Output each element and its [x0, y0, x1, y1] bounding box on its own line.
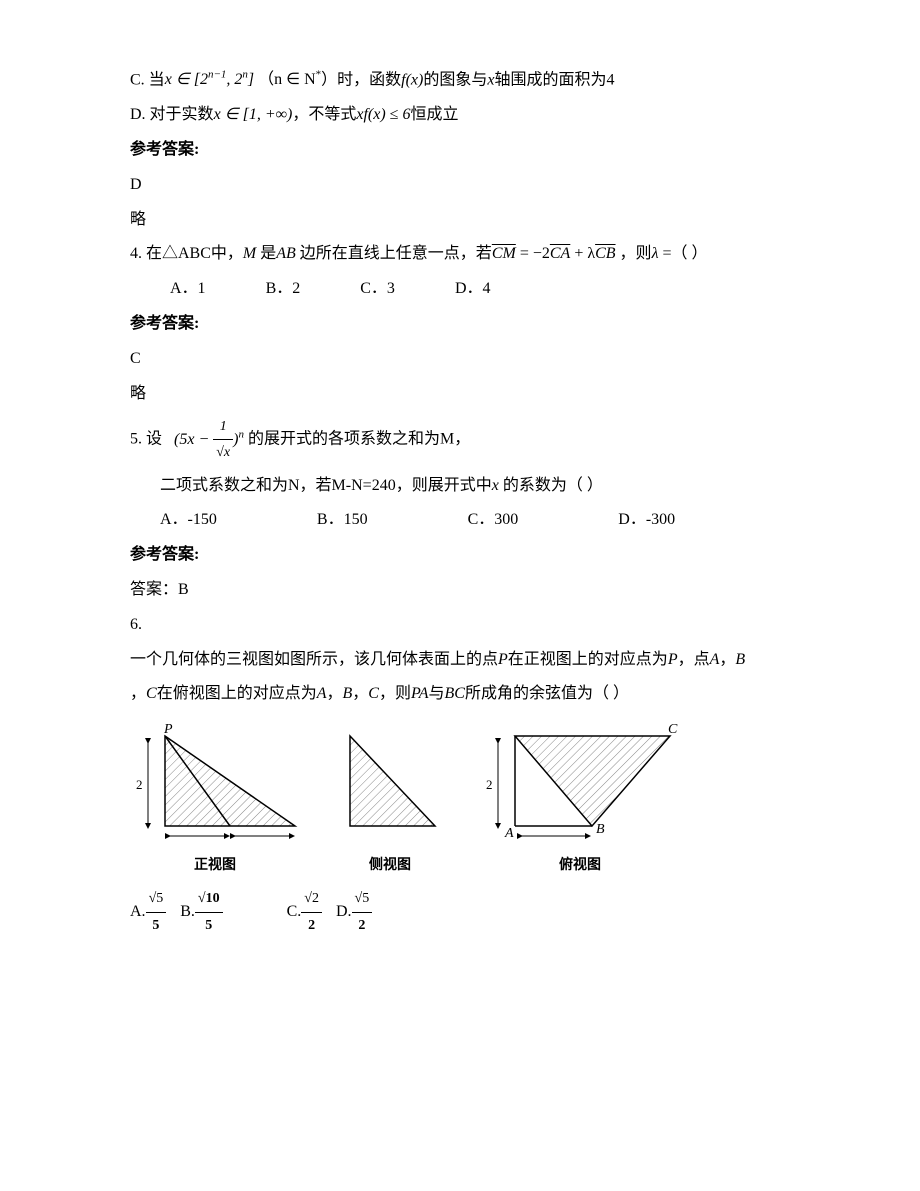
- M: M: [243, 245, 256, 262]
- front-view-diagram: P 2 正视图: [130, 721, 300, 878]
- front-caption: 正视图: [130, 853, 300, 878]
- label-a-svg: A: [504, 826, 514, 841]
- answer-brief: 略: [130, 206, 820, 235]
- vec-cb: CB: [595, 245, 615, 262]
- q5-option-b: B．150: [317, 506, 368, 535]
- q4-number: 4.: [130, 245, 142, 262]
- prev-option-d: D. 对于实数x ∈ [1, +∞)，不等式xf(x) ≤ 6恒成立: [130, 101, 820, 130]
- text: ）时，函数: [321, 71, 401, 88]
- q6-options: A. √55 B. √105 C. √22 D. √52: [130, 886, 820, 937]
- AB: AB: [276, 245, 296, 262]
- dim-v2-svg: 2: [486, 777, 493, 792]
- q6-option-d: D. √52: [336, 886, 372, 937]
- text: 的展开式的各项系数之和为M，: [248, 431, 470, 448]
- q4-option-c: C．3: [360, 275, 395, 304]
- side-view-diagram: 侧视图: [340, 721, 440, 878]
- dim-v-svg: 2: [136, 777, 143, 792]
- q4-body: 4. 在△ABC中，M 是AB 边所在直线上任意一点，若CM = −2CA + …: [130, 240, 820, 269]
- q5-option-d: D．-300: [618, 506, 675, 535]
- vec-cm: CM: [492, 245, 516, 262]
- q5-line2: 二项式系数之和为N，若M-N=240，则展开式中x 的系数为（ ）: [130, 472, 820, 501]
- text: D. 对于实数: [130, 106, 214, 123]
- answer-value: 答案：B: [130, 576, 820, 605]
- x-var: x: [492, 477, 499, 494]
- top-view-diagram: C A B 2 俯视图: [480, 721, 680, 878]
- q6-body-line1: 一个几何体的三视图如图所示，该几何体表面上的点P在正视图上的对应点为P，点A，B: [130, 646, 820, 675]
- q4-option-a: A．1: [170, 275, 206, 304]
- text: （n ∈ N*: [258, 71, 321, 88]
- text: 轴围成的面积为: [494, 71, 606, 88]
- q5-line1: 5. 设 (5x − 1√x)n 的展开式的各项系数之和为M，: [130, 414, 820, 465]
- q5-number: 5. 设: [130, 431, 162, 448]
- answer-brief: 略: [130, 380, 820, 409]
- label-b-svg: B: [596, 822, 605, 837]
- answer-label: 参考答案:: [130, 541, 820, 570]
- q6-option-b: B. √105: [180, 886, 222, 937]
- q5-option-a: A．-150: [160, 506, 217, 535]
- q5-options: A．-150 B．150 C．300 D．-300: [130, 506, 820, 535]
- answer-value: D: [130, 171, 820, 200]
- text: C. 当: [130, 71, 165, 88]
- lambda: λ: [652, 245, 659, 262]
- q5-option-c: C．300: [468, 506, 519, 535]
- text: 在△ABC中，: [142, 245, 243, 262]
- ineq: xf(x) ≤ 6: [356, 106, 410, 123]
- cond: x ∈ [1, +∞): [214, 106, 293, 123]
- side-caption: 侧视图: [340, 853, 440, 878]
- text: 恒成立: [410, 106, 458, 123]
- text: ，不等式: [292, 106, 356, 123]
- q4-options: A．1 B．2 C．3 D．4: [130, 275, 820, 304]
- fx: f(x): [401, 71, 423, 88]
- q6-option-c: C. √22: [287, 886, 322, 937]
- answer-value: C: [130, 345, 820, 374]
- answer-label: 参考答案:: [130, 310, 820, 339]
- val: 4: [606, 71, 614, 88]
- q4-option-b: B．2: [266, 275, 301, 304]
- q6-number: 6.: [130, 611, 820, 640]
- q6-option-a: A. √55: [130, 886, 166, 937]
- q6-body-line2: ，C在俯视图上的对应点为A，B，C，则PA与BC所成角的余弦值为（ ）: [130, 680, 820, 709]
- top-caption: 俯视图: [480, 853, 680, 878]
- vec-ca: CA: [550, 245, 570, 262]
- text: 的图象与: [423, 71, 487, 88]
- prev-option-c: C. 当x ∈ [2n−1, 2n] （n ∈ N*）时，函数f(x)的图象与x…: [130, 66, 820, 95]
- math: x ∈ [2n−1, 2n]: [165, 71, 254, 88]
- q4-option-d: D．4: [455, 275, 491, 304]
- label-c-svg: C: [668, 722, 678, 737]
- answer-label: 参考答案:: [130, 136, 820, 165]
- q6-diagrams: P 2 正视图 侧视图: [130, 721, 820, 878]
- expr: (5x − 1√x)n: [174, 431, 248, 448]
